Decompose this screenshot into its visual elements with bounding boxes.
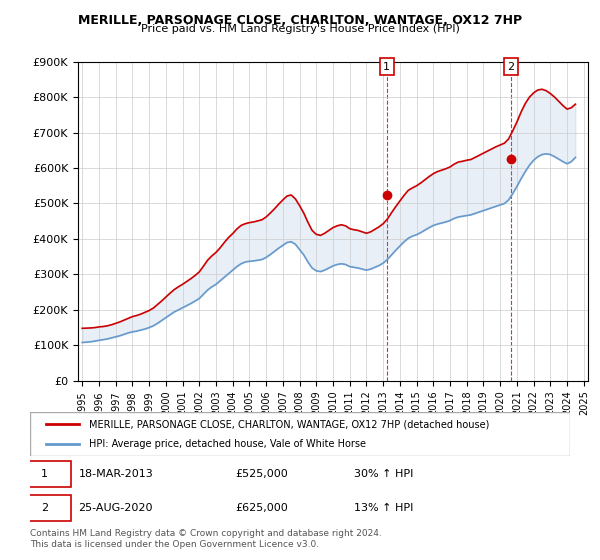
FancyBboxPatch shape [19, 461, 71, 487]
Text: MERILLE, PARSONAGE CLOSE, CHARLTON, WANTAGE, OX12 7HP: MERILLE, PARSONAGE CLOSE, CHARLTON, WANT… [78, 14, 522, 27]
Text: HPI: Average price, detached house, Vale of White Horse: HPI: Average price, detached house, Vale… [89, 439, 367, 449]
Text: 1: 1 [41, 469, 48, 479]
Text: 25-AUG-2020: 25-AUG-2020 [79, 503, 153, 513]
Text: 30% ↑ HPI: 30% ↑ HPI [354, 469, 413, 479]
Text: MERILLE, PARSONAGE CLOSE, CHARLTON, WANTAGE, OX12 7HP (detached house): MERILLE, PARSONAGE CLOSE, CHARLTON, WANT… [89, 419, 490, 429]
FancyBboxPatch shape [30, 412, 570, 456]
Text: 13% ↑ HPI: 13% ↑ HPI [354, 503, 413, 513]
Text: 1: 1 [383, 62, 390, 72]
Text: 2: 2 [41, 503, 48, 513]
FancyBboxPatch shape [19, 495, 71, 521]
Text: £625,000: £625,000 [235, 503, 288, 513]
Text: Contains HM Land Registry data © Crown copyright and database right 2024.
This d: Contains HM Land Registry data © Crown c… [30, 529, 382, 549]
Text: 2: 2 [508, 62, 514, 72]
Text: £525,000: £525,000 [235, 469, 288, 479]
Text: Price paid vs. HM Land Registry's House Price Index (HPI): Price paid vs. HM Land Registry's House … [140, 24, 460, 34]
Text: 18-MAR-2013: 18-MAR-2013 [79, 469, 154, 479]
